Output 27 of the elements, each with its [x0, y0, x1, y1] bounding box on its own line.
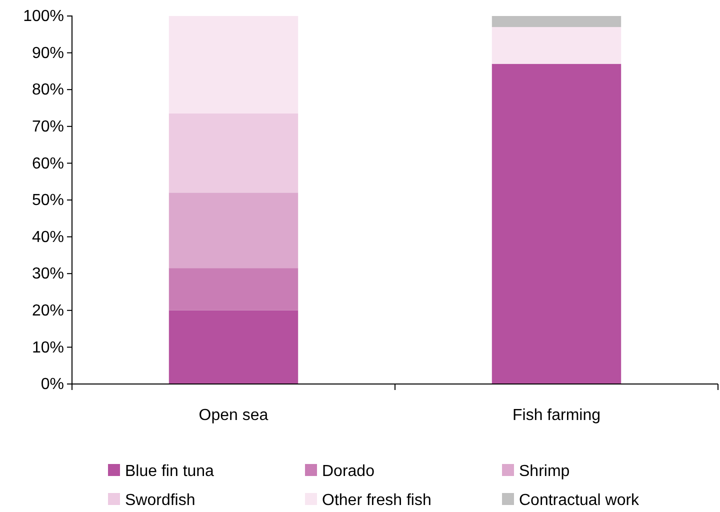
y-tick-label: 100%: [23, 8, 64, 26]
legend-label: Other fresh fish: [322, 492, 432, 509]
bar: [168, 16, 298, 114]
legend-label: Shrimp: [519, 463, 570, 480]
bar: [168, 192, 298, 268]
bar: [168, 310, 298, 384]
legend-label: Dorado: [322, 463, 375, 480]
y-tick-label: 80%: [32, 82, 64, 99]
y-tick-label: 70%: [32, 118, 64, 136]
x-tick-label: Open sea: [198, 407, 268, 424]
legend-label: Contractual work: [519, 492, 640, 509]
y-tick-label: 0%: [40, 376, 64, 394]
bar: [168, 114, 298, 193]
x-tick-label: Fish farming: [512, 407, 601, 424]
bar: [492, 27, 622, 64]
y-tick-label: 20%: [32, 302, 64, 320]
y-tick-label: 90%: [32, 44, 64, 62]
legend-label: Blue fin tuna: [125, 463, 214, 480]
bar: [492, 16, 622, 28]
bar: [168, 268, 298, 310]
y-tick-label: 40%: [32, 228, 64, 246]
y-tick-label: 50%: [32, 192, 64, 210]
legend-label: Swordfish: [125, 492, 196, 509]
bar: [492, 64, 622, 384]
y-tick-label: 30%: [32, 266, 64, 283]
y-tick-label: 60%: [32, 155, 64, 172]
y-tick-label: 10%: [32, 339, 64, 356]
